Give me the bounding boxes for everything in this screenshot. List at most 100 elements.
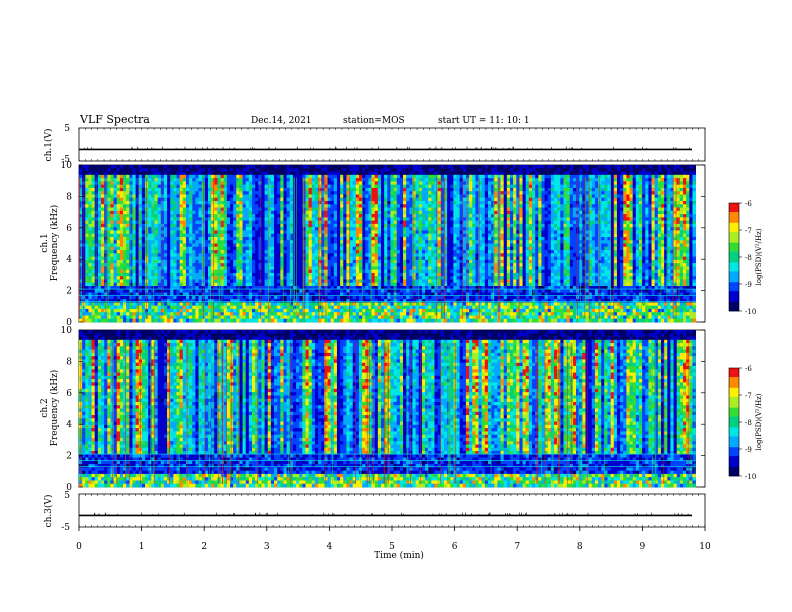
spectrogram-cell [101,187,105,192]
spectrogram-cell [239,200,243,205]
spectrogram-cell [160,269,165,274]
spectrogram-cell [289,246,294,251]
spectrogram-cell [230,227,234,231]
spectrogram-cell [340,282,344,287]
spectrogram-cell [396,200,401,205]
spectrogram-cell [116,210,121,215]
spectrogram-cell [387,214,391,218]
spectrogram-cell [299,227,303,231]
spectrogram-cell [116,191,121,195]
spectrogram-cell [387,292,391,297]
spectrogram-cell [182,272,187,277]
spectrogram-cell [195,217,199,221]
spectrogram-cell [336,197,341,202]
spectrogram-cell [101,197,105,202]
spectrogram-cell [305,295,310,300]
spectrogram-cell [198,272,203,277]
spectrogram-cell [261,266,266,271]
spectrogram-cell [173,315,177,320]
spectrogram-cell [107,292,111,297]
spectrogram-cell [94,256,99,261]
spectrogram-cell [173,214,177,218]
spectrogram-cell [280,315,284,320]
spectrogram-cell [233,259,237,264]
spectrogram-cell [371,233,376,238]
spectrogram-cell [384,289,388,293]
spectrogram-cell [141,279,146,284]
spectrogram-cell [311,227,316,231]
spectrogram-cell [270,318,275,323]
spectrogram-cell [381,305,385,310]
spectrogram-cell [374,187,379,192]
spectrogram-cell [160,194,165,199]
spectrogram-cell [349,230,354,235]
spectrogram-cell [192,289,196,293]
spectrogram-cell [126,187,130,192]
spectrogram-cell [327,272,332,277]
spectrogram-cell [286,200,291,205]
spectrogram-cell [79,240,83,244]
spectrogram-cell [321,207,325,212]
spectrogram-cell [157,217,162,221]
spectrogram-cell [192,168,196,172]
spectrogram-cell [182,168,187,172]
spectrogram-cell [274,269,278,274]
spectrogram-cell [207,318,212,323]
spectrogram-cell [182,312,187,316]
spectrogram-cell [396,171,401,176]
spectrogram-cell [327,305,332,310]
spectrogram-cell [355,236,360,241]
spectrogram-cell [79,318,83,323]
spectrogram-cell [167,266,171,271]
spectrogram-cell [330,207,335,212]
spectrogram-cell [141,299,146,303]
spectrogram-cell [311,299,316,303]
spectrogram-cell [110,259,115,264]
spectrogram-cell [352,178,357,182]
spectrogram-cell [167,305,171,310]
spectrogram-cell [233,308,237,313]
spectrogram-cell [255,174,259,179]
spectrogram-cell [204,240,209,244]
spectrogram-cell [163,227,168,231]
spectrogram-cell [299,236,303,241]
spectrogram-cell [182,233,187,238]
spectrogram-cell [167,312,171,316]
spectrogram-cell [252,181,256,186]
spectrogram-cell [261,200,266,205]
spectrogram-cell [352,308,357,313]
spectrogram-cell [374,315,379,320]
spectrogram-cell [173,318,177,323]
spectrogram-cell [154,207,159,212]
spectrogram-cell [289,197,294,202]
spectrogram-cell [157,171,162,176]
spectrogram-cell [321,194,325,199]
spectrogram-cell [299,233,303,238]
spectrogram-cell [182,266,187,271]
spectrogram-cell [343,214,347,218]
spectrogram-cell [220,187,225,192]
spectrogram-cell [126,233,130,238]
spectrogram-cell [163,184,168,189]
spectrogram-cell [126,171,130,176]
spectrogram-cell [327,256,332,261]
spectrogram-cell [343,246,347,251]
spectrogram-cell [286,207,291,212]
spectrogram-cell [107,230,111,235]
spectrogram-cell [299,272,303,277]
spectrogram-cell [110,299,115,303]
spectrogram-cell [314,269,319,274]
spectrogram-cell [396,165,401,169]
spectrogram-cell [204,168,209,172]
spectrogram-cell [264,184,269,189]
spectrogram-cell [192,217,196,221]
spectrogram-cell [94,279,99,284]
spectrogram-cell [230,236,234,241]
spectrogram-cell [97,312,102,316]
spectrogram-cell [267,295,272,300]
spectrogram-cell [277,259,281,264]
spectrogram-cell [277,269,281,274]
spectrogram-cell [204,184,209,189]
spectrogram-cell [252,204,256,208]
spectrogram-cell [94,197,99,202]
